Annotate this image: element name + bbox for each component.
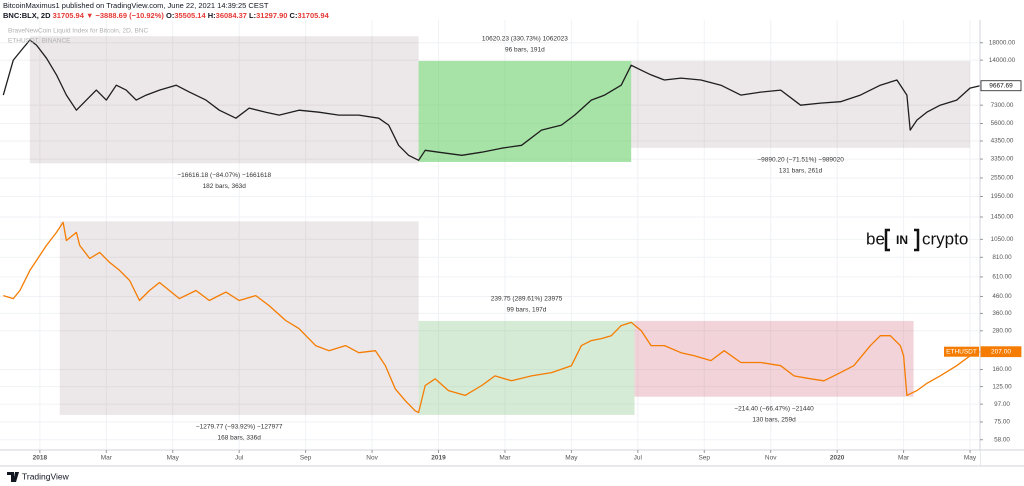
measure-label: 10620.23 (330.73%) 1062023 — [482, 36, 568, 43]
x-tick-label: May — [565, 455, 578, 462]
measure-bars: 182 bars, 363d — [203, 183, 247, 190]
time-axis — [0, 450, 980, 466]
last-value-label: 207.00 — [991, 348, 1011, 355]
ohlc-value: 36084.37 — [216, 11, 247, 20]
ohlc-value: 35505.14 — [174, 11, 206, 20]
y-tick-label: 610.00 — [992, 274, 1012, 281]
x-tick-label: Mar — [499, 455, 511, 462]
ohlc-key: H: — [208, 11, 216, 20]
y-tick-label: 14000.00 — [989, 57, 1016, 64]
series-name: ETHUSDT — [946, 348, 977, 355]
measure-bars: 99 bars, 197d — [507, 307, 547, 314]
ohlc-value: 31705.94 — [297, 11, 329, 20]
symbol: BNC:BLX, 2D — [3, 11, 51, 20]
ohlc-key: O: — [166, 11, 174, 20]
price: 31705.94 — [53, 11, 85, 20]
x-tick-label: Mar — [898, 455, 910, 462]
measure-label: −1279.77 (−93.92%) −127977 — [196, 424, 283, 431]
measure-box — [631, 60, 971, 148]
watermark-be: be — [866, 229, 885, 248]
measure-box — [418, 60, 632, 162]
y-tick-label: 75.00 — [994, 419, 1010, 426]
y-tick-label: 1950.00 — [991, 193, 1014, 200]
watermark-brackets — [884, 228, 920, 252]
x-tick-label: Sep — [698, 455, 710, 462]
footer: TradingView — [7, 471, 70, 482]
y-tick-label: 1050.00 — [991, 236, 1014, 243]
x-tick-label: May — [167, 455, 180, 462]
x-tick-label: 2020 — [830, 455, 845, 462]
y-tick-label: 810.00 — [992, 254, 1012, 261]
y-tick-label: 460.00 — [992, 293, 1012, 300]
measure-bars: 96 bars, 191d — [505, 47, 545, 54]
y-tick-label: 125.00 — [992, 383, 1012, 390]
x-tick-label: Nov — [366, 455, 378, 462]
y-tick-label: 360.00 — [992, 310, 1012, 317]
y-tick-label: 58.00 — [994, 436, 1010, 443]
price-line — [2, 39, 981, 161]
chart-subtitle: ETHUSDT, BINANCE — [8, 38, 71, 45]
ohlc-value: 31297.90 — [256, 11, 287, 20]
measure-label: −214.40 (−66.47%) −21440 — [734, 405, 814, 412]
series-name-tag — [944, 346, 979, 357]
measure-bars: 131 bars, 261d — [779, 168, 823, 175]
y-tick-label: 160.00 — [992, 366, 1012, 373]
y-tick-label: 2550.00 — [991, 175, 1014, 182]
ohlc-key: L: — [249, 11, 256, 20]
measure-bars: 130 bars, 259d — [752, 416, 796, 423]
y-tick-label: 18000.00 — [989, 39, 1016, 46]
x-tick-label: Sep — [300, 455, 312, 462]
y-tick-label: 280.00 — [992, 327, 1012, 334]
y-tick-label: 1450.00 — [991, 214, 1014, 221]
measure-box — [418, 320, 635, 415]
measure-label: 239.75 (289.61%) 23975 — [491, 296, 563, 303]
watermark: be IN crypto — [866, 228, 968, 252]
y-tick-label: 5600.00 — [991, 120, 1014, 127]
measure-box — [59, 221, 419, 415]
measure-box — [29, 36, 419, 164]
watermark-in: IN — [896, 233, 908, 247]
x-tick-label: Mar — [101, 455, 113, 462]
y-tick-label: 4350.00 — [991, 138, 1014, 145]
x-tick-label: Nov — [765, 455, 777, 462]
measure-bars: 168 bars, 336d — [217, 435, 261, 442]
price-axis — [980, 20, 1024, 466]
x-tick-label: Jul — [634, 455, 643, 462]
y-tick-label: 3350.00 — [991, 156, 1014, 163]
plot: −16616.18 (−84.07%) −1661618 182 bars, 36… — [0, 20, 981, 450]
x-tick-label: May — [964, 455, 977, 462]
ohlc-key: C: — [290, 11, 298, 20]
y-tick-label: 7300.00 — [991, 102, 1014, 109]
footer-logo — [7, 472, 19, 482]
symbol-line: BNC:BLX, 2D 31705.94 ▼ −3888.69 (−10.92%… — [3, 11, 330, 20]
measure-label: −16616.18 (−84.07%) −1661618 — [177, 172, 271, 179]
last-value-tag — [980, 80, 1022, 92]
footer-brand: TradingView — [22, 471, 70, 481]
measure-box — [634, 320, 914, 397]
watermark-crypto: crypto — [922, 229, 968, 248]
last-value-tag — [980, 346, 1022, 358]
change: ▼ −3888.69 (−10.92%) — [86, 11, 164, 20]
x-tick-label: Jul — [235, 455, 244, 462]
chart-title: BraveNewCoin Liquid Index for Bitcoin, 2… — [8, 28, 148, 35]
y-tick-label: 97.00 — [994, 401, 1010, 408]
price-line — [3, 221, 981, 414]
x-tick-label: 2019 — [431, 455, 446, 462]
x-tick-label: 2018 — [33, 455, 48, 462]
last-value-label: 9667.69 — [989, 82, 1013, 89]
publisher: BitcoinMaximus1 published on TradingView… — [3, 1, 269, 10]
measure-label: −9890.20 (−71.51%) −989020 — [757, 157, 844, 164]
